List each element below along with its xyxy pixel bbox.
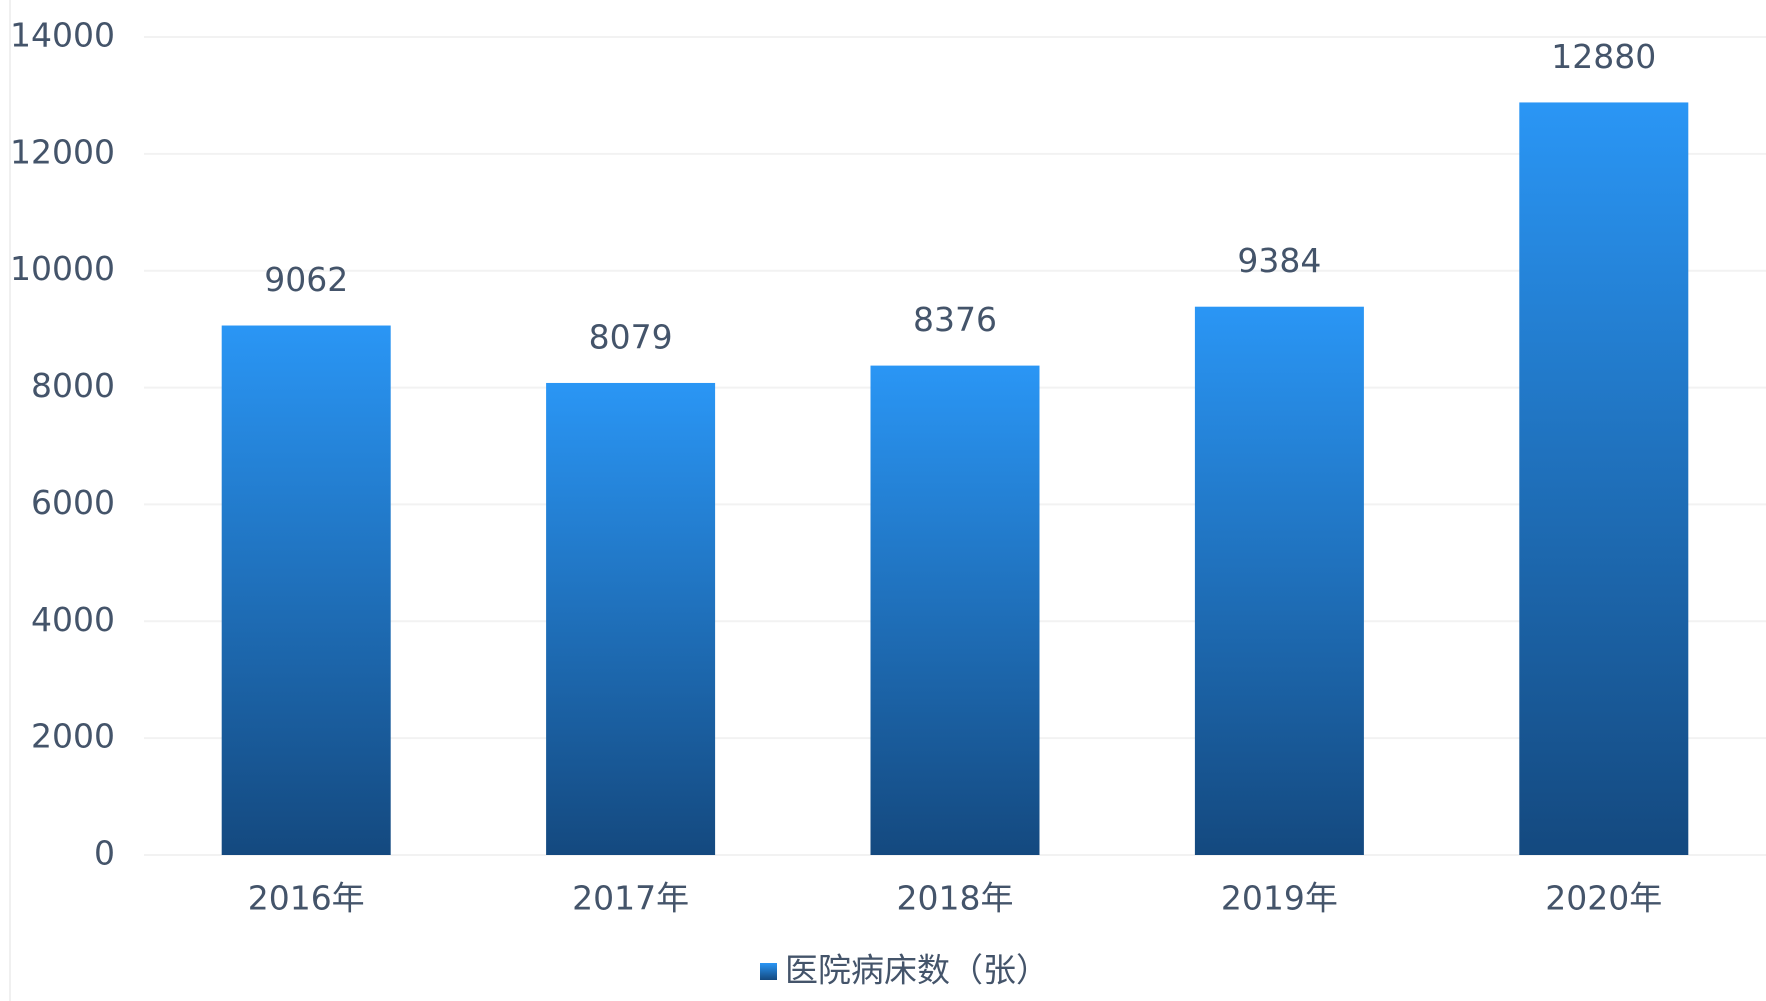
x-tick-label: 2016年 bbox=[248, 879, 365, 918]
x-tick-label: 2019年 bbox=[1221, 879, 1338, 918]
bar bbox=[870, 365, 1040, 855]
y-tick-label: 10000 bbox=[10, 249, 115, 288]
y-tick-label: 14000 bbox=[10, 16, 115, 55]
bar bbox=[1194, 306, 1364, 855]
y-tick-label: 2000 bbox=[31, 717, 115, 756]
y-tick-label: 4000 bbox=[31, 600, 115, 639]
value-label: 8376 bbox=[913, 300, 997, 339]
x-tick-label: 2020年 bbox=[1545, 879, 1662, 918]
legend-swatch bbox=[760, 963, 777, 980]
value-label: 8079 bbox=[589, 317, 673, 356]
x-tick-label: 2018年 bbox=[897, 879, 1014, 918]
value-label: 9062 bbox=[264, 260, 348, 299]
value-label: 12880 bbox=[1551, 37, 1656, 76]
legend-label: 医院病床数（张） bbox=[785, 951, 1049, 990]
y-tick-label: 12000 bbox=[10, 132, 115, 171]
bar bbox=[221, 325, 391, 856]
y-tick-label: 0 bbox=[94, 834, 115, 873]
value-label: 9384 bbox=[1237, 241, 1321, 280]
y-tick-label: 6000 bbox=[31, 483, 115, 522]
x-tick-label: 2017年 bbox=[572, 879, 689, 918]
y-tick-label: 8000 bbox=[31, 366, 115, 405]
bar bbox=[546, 382, 716, 855]
bar bbox=[1519, 102, 1689, 855]
